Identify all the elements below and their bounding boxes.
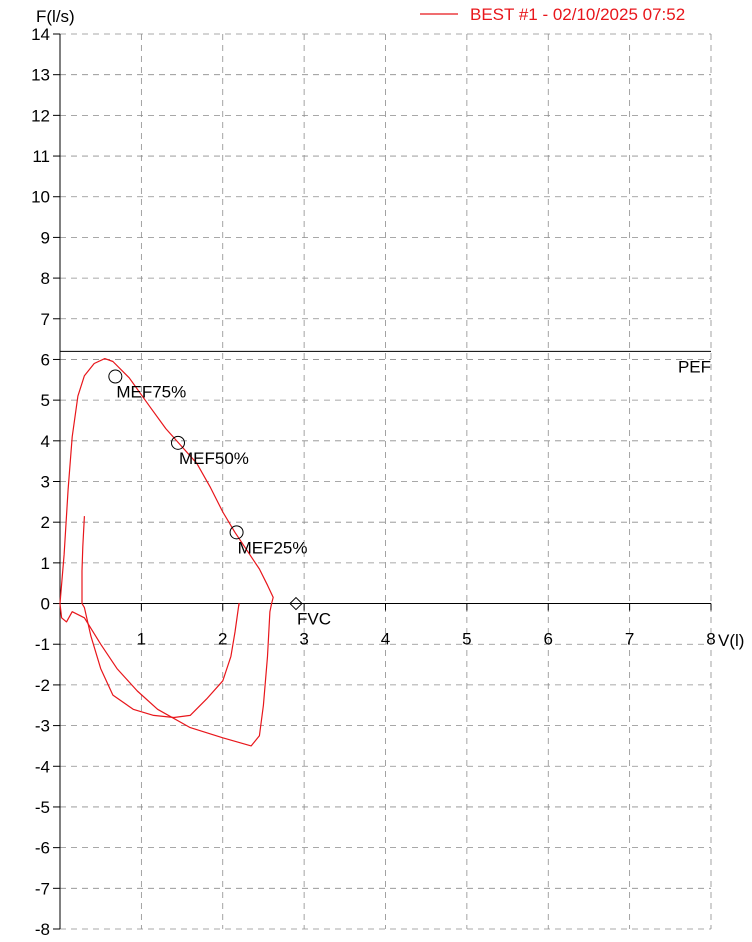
x-tick-label: 5	[462, 630, 471, 649]
y-tick-label: 2	[41, 513, 50, 532]
y-tick-label: 1	[41, 554, 50, 573]
legend-label: BEST #1 - 02/10/2025 07:52	[470, 5, 685, 24]
marker-circle	[108, 369, 123, 384]
y-tick-label: 0	[41, 595, 50, 614]
y-tick-label: 3	[41, 473, 50, 492]
y-tick-label: 4	[41, 432, 50, 451]
y-tick-label: 5	[41, 391, 50, 410]
y-tick-label: -3	[35, 717, 50, 736]
marker-circle	[170, 435, 185, 450]
x-tick-label: 3	[299, 630, 308, 649]
y-tick-label: -1	[35, 635, 50, 654]
axes	[53, 33, 712, 930]
y-tick-label: 10	[31, 188, 50, 207]
y-axis-label: F(l/s)	[36, 7, 75, 26]
flow-volume-curve	[81, 516, 240, 719]
flow-volume-curve	[59, 358, 274, 747]
y-tick-label: 8	[41, 269, 50, 288]
marker-label: FVC	[297, 610, 331, 629]
reference-lines: PEF	[60, 350, 711, 376]
series	[59, 358, 274, 747]
marker-circle	[229, 525, 244, 540]
y-tick-label: -7	[35, 879, 50, 898]
x-axis-label: V(l)	[718, 631, 744, 650]
x-tick-label: 2	[218, 630, 227, 649]
y-tick-label: -8	[35, 920, 50, 939]
y-tick-label: -5	[35, 798, 50, 817]
marker-label: MEF50%	[179, 449, 249, 468]
marker-diamond	[289, 596, 303, 611]
x-tick-label: 6	[544, 630, 553, 649]
x-tick-label: 4	[381, 630, 390, 649]
y-tick-label: -4	[35, 757, 50, 776]
markers: MEF75% MEF50% MEF25% FVC	[108, 369, 331, 629]
x-tick-label: 1	[137, 630, 146, 649]
y-tick-label: 7	[41, 310, 50, 329]
y-tick-label: 9	[41, 228, 50, 247]
legend: BEST #1 - 02/10/2025 07:52	[420, 5, 685, 24]
y-tick-label: 12	[31, 106, 50, 125]
marker-label: MEF75%	[116, 383, 186, 402]
y-tick-label: 6	[41, 350, 50, 369]
pef-label: PEF	[678, 357, 711, 376]
y-tick-label: 14	[31, 25, 50, 44]
y-tick-label: 13	[31, 66, 50, 85]
grid	[60, 33, 712, 930]
marker-label: MEF25%	[238, 538, 308, 557]
x-tick-label: 7	[625, 630, 634, 649]
x-tick-label: 8	[706, 630, 715, 649]
y-tick-label: 11	[32, 147, 50, 166]
y-tick-label: -6	[35, 839, 50, 858]
y-tick-label: -2	[35, 676, 50, 695]
